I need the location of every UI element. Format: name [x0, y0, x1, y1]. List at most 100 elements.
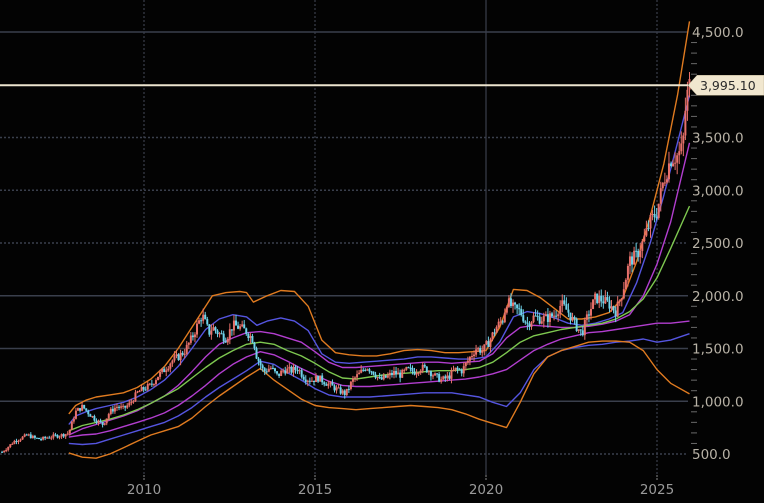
candle-body — [425, 366, 428, 373]
candle-body — [308, 380, 311, 382]
candle-body — [415, 373, 418, 375]
candle-body — [302, 376, 305, 380]
candle-body — [536, 315, 539, 317]
candle-body — [639, 250, 642, 258]
candle-body — [649, 214, 652, 229]
candle-body — [171, 360, 174, 364]
candle-body — [596, 293, 599, 304]
candle-body — [622, 289, 625, 299]
candle-body — [333, 385, 336, 391]
candle-body — [27, 434, 30, 436]
candle-body — [565, 304, 568, 310]
y-tick-label: 1,000.0 — [692, 394, 744, 410]
y-tick-label: 4,500.0 — [692, 25, 744, 41]
candle-body — [585, 314, 588, 320]
candle-body — [608, 300, 611, 309]
candle-body — [532, 315, 535, 323]
candle-body — [85, 408, 88, 411]
candle-body — [261, 365, 264, 369]
candle-body — [397, 372, 400, 375]
candle-body — [452, 370, 455, 372]
candle-body — [497, 321, 500, 328]
candle-body — [670, 163, 673, 167]
candle-body — [72, 418, 75, 422]
candle-body — [509, 298, 512, 307]
candle-body — [370, 371, 373, 373]
candle-body — [403, 369, 406, 371]
candle-body — [598, 295, 601, 304]
candle-body — [647, 228, 650, 230]
candle-body — [40, 439, 43, 441]
candle-body — [118, 406, 121, 408]
x-tick-label: 2020 — [469, 482, 503, 498]
candle-body — [438, 373, 441, 382]
candle-body — [253, 342, 256, 349]
candle-body — [191, 335, 194, 338]
candle-body — [54, 434, 57, 436]
y-axis[interactable]: 4,500.0 3,500.0 3,000.0 2,500.0 2,000.0 1,500… — [691, 25, 744, 463]
candle-body — [631, 256, 634, 265]
candle-body — [544, 314, 547, 316]
candle-body — [520, 309, 523, 316]
candle-body — [294, 366, 297, 370]
candle-body — [220, 333, 223, 335]
candle-body — [464, 362, 467, 367]
candle-body — [1, 451, 4, 453]
candle-body — [19, 439, 22, 441]
candle-body — [273, 368, 276, 372]
candle-body — [259, 361, 262, 366]
candle-body — [167, 368, 170, 371]
candle-body — [450, 370, 453, 379]
candle-body — [208, 324, 211, 335]
candle-body — [226, 338, 229, 343]
candle-body — [323, 382, 326, 385]
candle-body — [448, 375, 451, 379]
candle-body — [345, 388, 348, 395]
candle-body — [446, 375, 449, 379]
candle-body — [341, 390, 344, 394]
candle-body — [146, 384, 149, 390]
candle-body — [633, 250, 636, 265]
candle-body — [503, 312, 506, 323]
candle-body — [485, 341, 488, 345]
candle-body — [388, 372, 391, 376]
candle-body — [107, 414, 110, 419]
candle-body — [606, 297, 609, 301]
candle-body — [419, 370, 422, 373]
candle-body — [684, 110, 687, 136]
x-axis[interactable]: 2010 2015 2020 2025 — [127, 475, 674, 498]
candle-body — [38, 437, 41, 440]
candle-body — [224, 341, 227, 343]
candle-body — [189, 335, 192, 343]
candle-body — [468, 356, 471, 361]
candle-body — [319, 375, 322, 382]
candle-body — [312, 380, 315, 383]
candle-body — [105, 418, 108, 424]
candle-body — [610, 306, 613, 309]
candle-body — [616, 301, 619, 317]
candle-body — [232, 320, 235, 331]
candle-body — [351, 378, 354, 382]
candle-body — [237, 325, 240, 329]
candle-body — [56, 435, 59, 438]
candle-body — [113, 407, 116, 412]
candle-body — [317, 376, 320, 382]
candle-body — [165, 370, 168, 373]
candle-body — [589, 308, 592, 316]
candle-body — [46, 437, 49, 439]
candle-body — [436, 373, 439, 375]
candle-body — [228, 329, 231, 339]
candle-body — [60, 434, 63, 437]
candle-body — [87, 410, 90, 415]
candle-body — [31, 435, 34, 439]
candle-body — [140, 387, 143, 392]
candle-body — [579, 329, 582, 331]
candle-body — [366, 369, 369, 371]
candle-body — [516, 304, 519, 309]
candle-body — [278, 373, 281, 376]
candle-body — [265, 371, 268, 373]
candle-body — [343, 390, 346, 395]
candle-body — [335, 387, 338, 391]
candle-body — [518, 308, 521, 310]
